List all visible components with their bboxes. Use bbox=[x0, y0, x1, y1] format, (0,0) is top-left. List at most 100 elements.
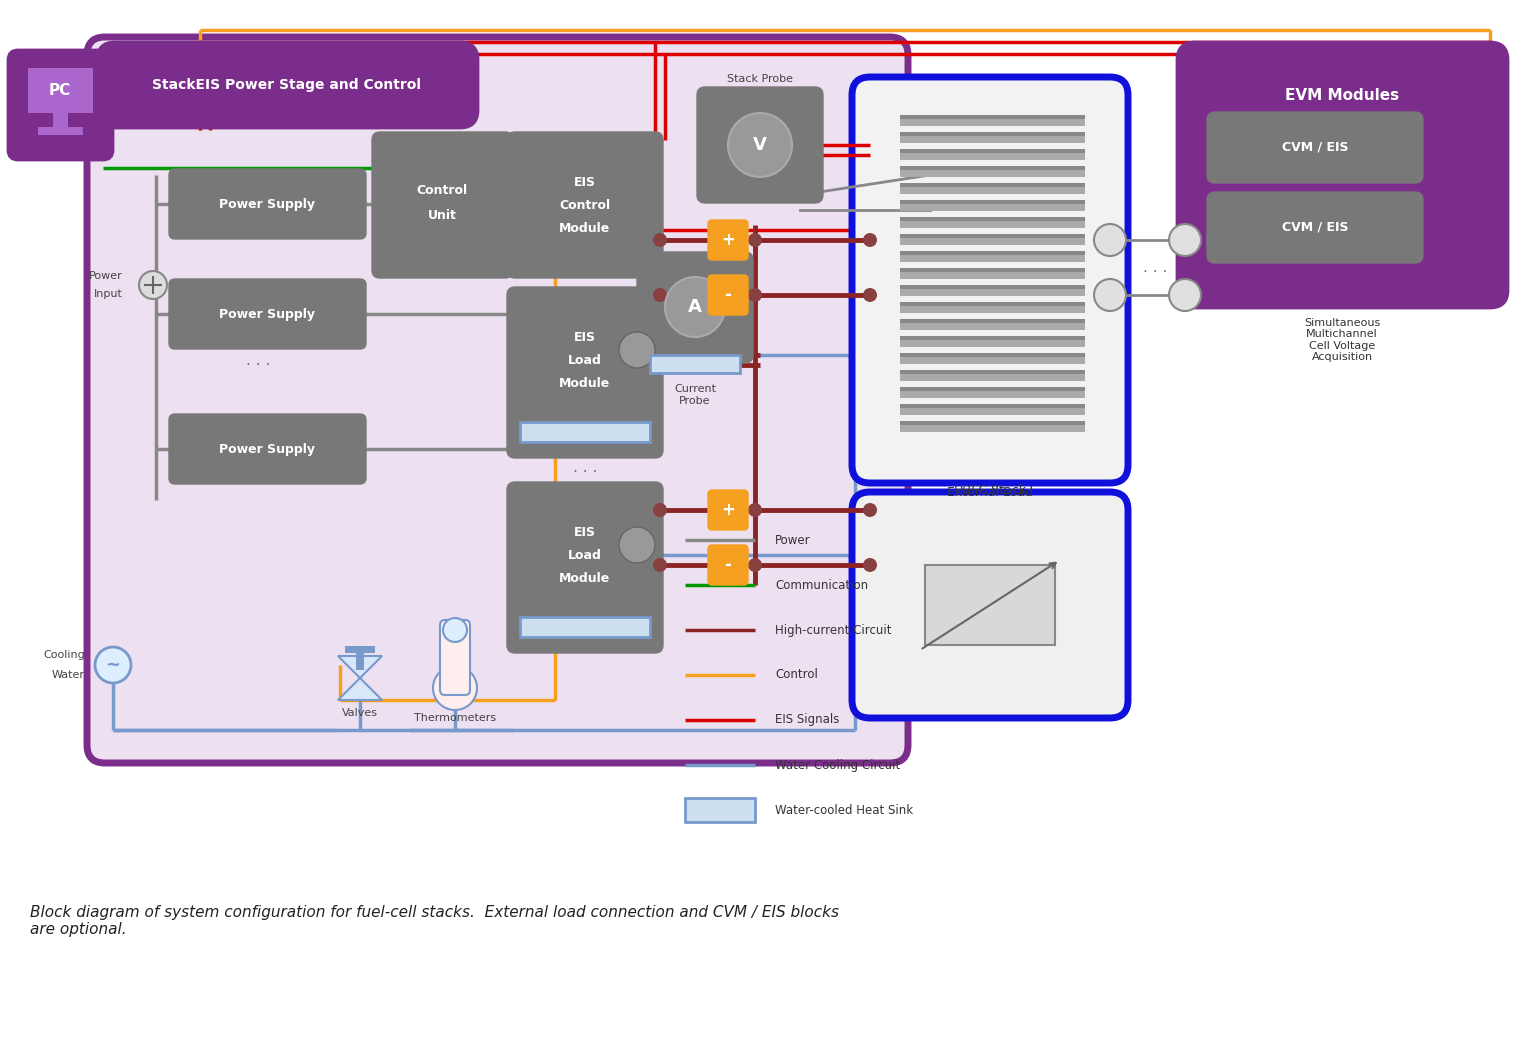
Text: CVM / EIS: CVM / EIS bbox=[1281, 140, 1348, 154]
Text: Water: Water bbox=[52, 670, 85, 680]
Bar bbox=[900, 132, 1084, 136]
Text: PC: PC bbox=[49, 83, 72, 97]
Bar bbox=[900, 421, 1084, 432]
Text: -: - bbox=[724, 286, 732, 304]
Text: Water-cooled Heat Sink: Water-cooled Heat Sink bbox=[775, 804, 913, 816]
Text: V: V bbox=[753, 136, 767, 154]
Circle shape bbox=[747, 558, 762, 572]
Circle shape bbox=[665, 277, 724, 336]
Circle shape bbox=[863, 558, 877, 572]
Text: Load: Load bbox=[567, 549, 602, 561]
Text: . . .: . . . bbox=[246, 352, 270, 368]
Text: EIS: EIS bbox=[573, 330, 596, 344]
Text: -: - bbox=[724, 556, 732, 574]
Bar bbox=[900, 166, 1084, 170]
FancyBboxPatch shape bbox=[87, 37, 907, 763]
Circle shape bbox=[139, 271, 168, 299]
FancyBboxPatch shape bbox=[372, 132, 512, 278]
Bar bbox=[900, 217, 1084, 228]
Text: Current
Probe: Current Probe bbox=[674, 385, 717, 405]
Bar bbox=[900, 268, 1084, 272]
Text: Communication: Communication bbox=[775, 579, 868, 591]
Circle shape bbox=[1170, 279, 1202, 311]
Bar bbox=[900, 319, 1084, 323]
FancyBboxPatch shape bbox=[8, 50, 113, 160]
Circle shape bbox=[747, 503, 762, 517]
Text: Control: Control bbox=[560, 199, 610, 211]
Text: Power Supply: Power Supply bbox=[220, 198, 316, 210]
Circle shape bbox=[1170, 224, 1202, 256]
Bar bbox=[900, 234, 1084, 245]
Circle shape bbox=[653, 233, 666, 247]
Circle shape bbox=[619, 527, 656, 563]
Bar bbox=[900, 234, 1084, 238]
Circle shape bbox=[653, 288, 666, 302]
Polygon shape bbox=[339, 678, 381, 700]
Circle shape bbox=[863, 233, 877, 247]
Bar bbox=[900, 336, 1084, 347]
Bar bbox=[53, 113, 69, 127]
Bar bbox=[355, 650, 364, 670]
Text: EIS Signals: EIS Signals bbox=[775, 714, 839, 726]
FancyBboxPatch shape bbox=[98, 42, 477, 127]
Text: Module: Module bbox=[560, 572, 610, 584]
Bar bbox=[900, 387, 1084, 391]
Text: A: A bbox=[688, 298, 702, 316]
FancyBboxPatch shape bbox=[1206, 192, 1423, 263]
FancyBboxPatch shape bbox=[708, 220, 747, 260]
Bar bbox=[900, 132, 1084, 143]
Text: Cooling: Cooling bbox=[43, 650, 85, 660]
Bar bbox=[900, 370, 1084, 374]
Bar bbox=[900, 183, 1084, 187]
Circle shape bbox=[653, 558, 666, 572]
FancyBboxPatch shape bbox=[506, 482, 663, 653]
Text: Water Cooling Circuit: Water Cooling Circuit bbox=[775, 759, 900, 771]
Bar bbox=[900, 421, 1084, 425]
Text: +: + bbox=[721, 501, 735, 519]
Text: Power: Power bbox=[90, 271, 124, 281]
Bar bbox=[900, 302, 1084, 306]
Text: Input: Input bbox=[95, 289, 124, 299]
Bar bbox=[900, 251, 1084, 262]
Text: Stack Probe: Stack Probe bbox=[727, 74, 793, 84]
Bar bbox=[900, 404, 1084, 415]
Bar bbox=[900, 115, 1084, 126]
FancyBboxPatch shape bbox=[506, 132, 663, 278]
Bar bbox=[900, 302, 1084, 314]
Bar bbox=[900, 166, 1084, 177]
Circle shape bbox=[863, 503, 877, 517]
Text: StackEIS Power Stage and Control: StackEIS Power Stage and Control bbox=[152, 78, 421, 92]
Text: Block diagram of system configuration for fuel-cell stacks.  External load conne: Block diagram of system configuration fo… bbox=[30, 905, 839, 937]
Circle shape bbox=[747, 288, 762, 302]
Text: Simultaneous
Multichannel
Cell Voltage
Acquisition: Simultaneous Multichannel Cell Voltage A… bbox=[1304, 318, 1380, 363]
Text: Power: Power bbox=[775, 534, 811, 547]
FancyBboxPatch shape bbox=[852, 77, 1128, 483]
Bar bbox=[650, 355, 740, 373]
Bar bbox=[520, 617, 650, 637]
Text: . . .: . . . bbox=[1142, 259, 1167, 275]
Bar bbox=[900, 183, 1084, 194]
Text: Valves: Valves bbox=[342, 709, 378, 718]
Circle shape bbox=[727, 113, 791, 177]
Text: Load: Load bbox=[567, 353, 602, 367]
Circle shape bbox=[1093, 279, 1125, 311]
Text: Control: Control bbox=[775, 669, 817, 681]
Circle shape bbox=[95, 647, 131, 683]
Bar bbox=[27, 68, 93, 113]
Circle shape bbox=[619, 332, 656, 368]
Bar bbox=[900, 251, 1084, 255]
Text: EIS: EIS bbox=[573, 526, 596, 538]
Bar bbox=[900, 115, 1084, 119]
Text: High-current Circuit: High-current Circuit bbox=[775, 624, 892, 636]
Bar bbox=[520, 422, 650, 442]
Bar bbox=[900, 149, 1084, 160]
FancyBboxPatch shape bbox=[1206, 112, 1423, 183]
Circle shape bbox=[442, 618, 467, 642]
Text: ~: ~ bbox=[105, 656, 120, 674]
Circle shape bbox=[747, 233, 762, 247]
Bar bbox=[685, 798, 755, 822]
Bar bbox=[900, 285, 1084, 289]
Text: Power Supply: Power Supply bbox=[220, 442, 316, 456]
FancyBboxPatch shape bbox=[169, 279, 366, 349]
Circle shape bbox=[863, 288, 877, 302]
